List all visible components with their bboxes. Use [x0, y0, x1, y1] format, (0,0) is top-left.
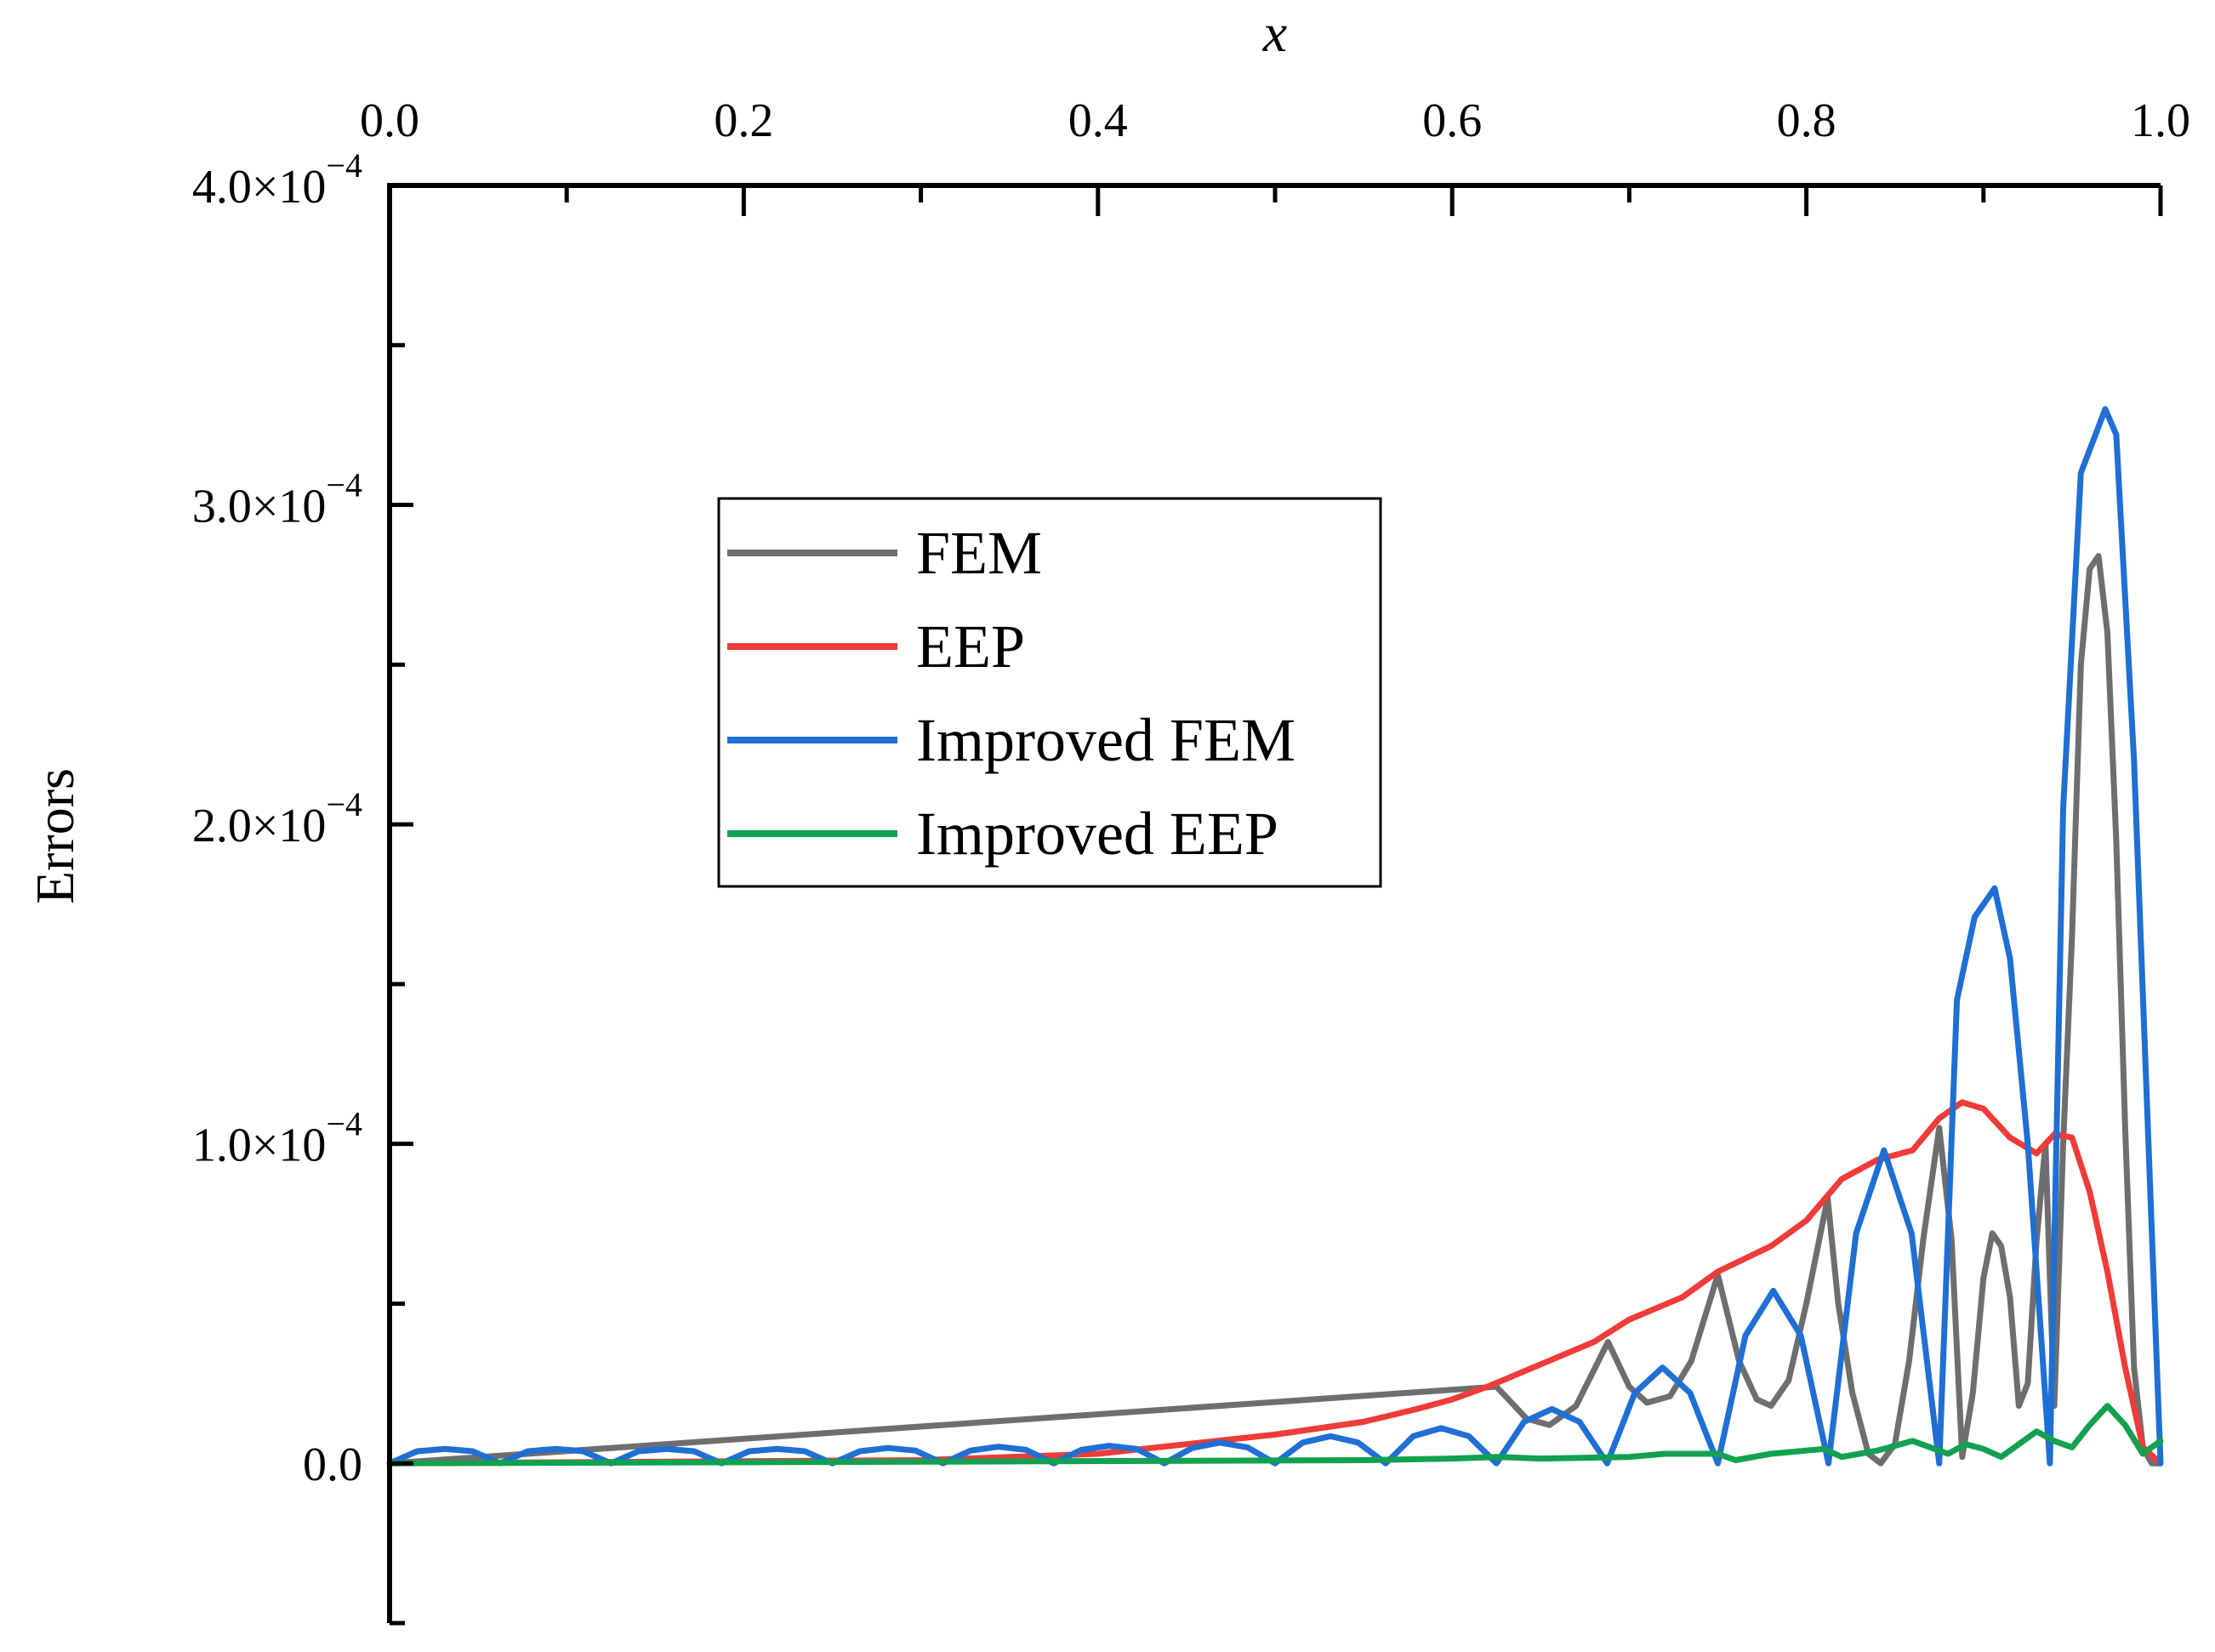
legend-label: Improved FEM: [916, 706, 1295, 774]
series-line-fem: [386, 553, 2164, 1467]
frame-layer: [387, 183, 2163, 1626]
x-tick-label: 1.0: [2131, 94, 2190, 147]
x-tick-label: 0.6: [1422, 94, 1482, 147]
x-tick-label: 0.4: [1068, 94, 1128, 147]
x-tick-label: 0.8: [1777, 94, 1836, 147]
x-tick-label: 0.0: [360, 94, 419, 147]
legend: FEM EEP Improved FEM Improved EEP: [717, 497, 1382, 888]
x-tick-label: 0.2: [714, 94, 773, 147]
legend-label: EEP: [916, 612, 1025, 681]
y-tick-label: 4.0×10−4: [192, 146, 362, 214]
y-tick-label: 3.0×10−4: [192, 466, 362, 533]
label-layer: 0.0 0.2 0.4 0.6 0.8 1.0 0.0 1.0×10−4 2.0×10−4 3.0…: [25, 3, 2190, 1491]
series-line-improved-fem: [386, 406, 2164, 1467]
x-axis-title: x: [1262, 3, 1287, 63]
y-tick-label: 0.0: [303, 1438, 362, 1491]
legend-label: FEM: [916, 519, 1042, 587]
series-line-eep: [386, 1099, 2164, 1467]
series-line-improved-eep: [386, 1403, 2164, 1467]
legend-box: [717, 497, 1382, 888]
y-tick-label: 1.0×10−4: [192, 1105, 362, 1172]
y-tick-label: 2.0×10−4: [192, 785, 362, 852]
series-layer: [386, 406, 2164, 1467]
y-axis-title: Errors: [25, 768, 85, 904]
legend-label: Improved EEP: [916, 800, 1278, 868]
